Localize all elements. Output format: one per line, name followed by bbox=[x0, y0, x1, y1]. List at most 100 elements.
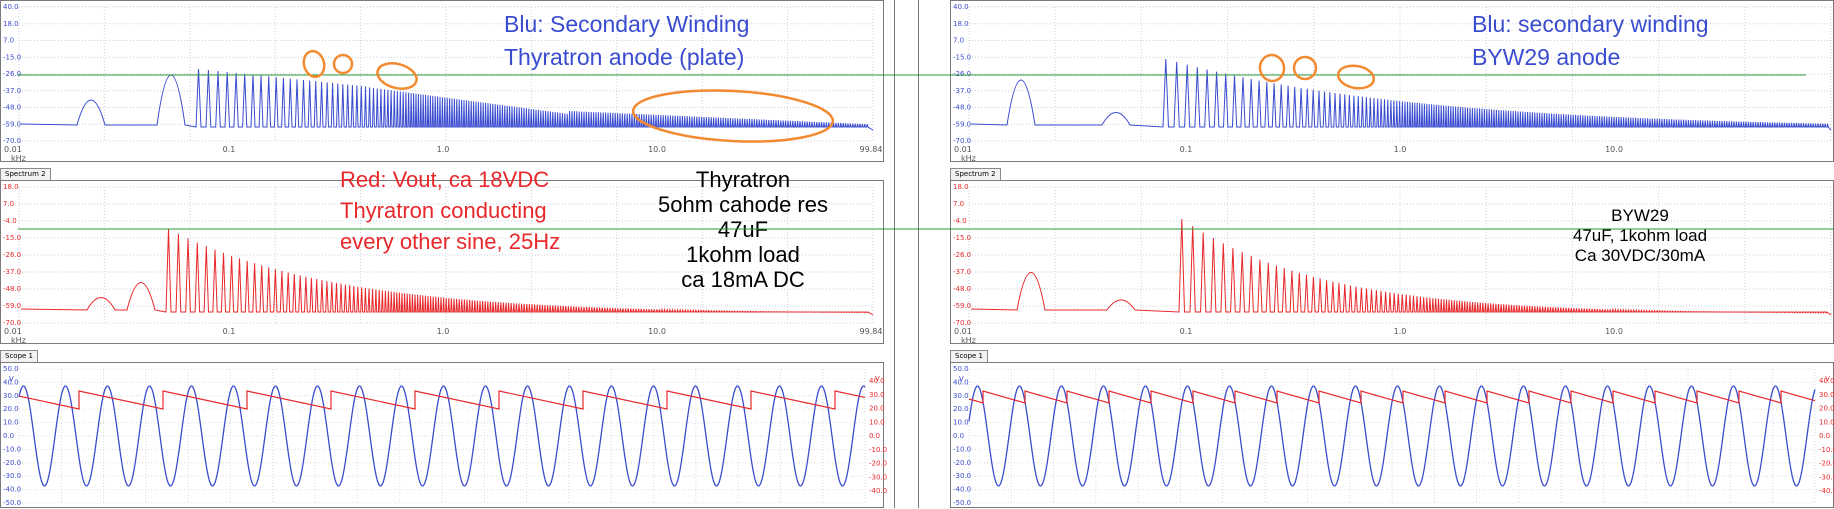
left-scope-tab[interactable]: Scope 1 bbox=[0, 350, 39, 362]
right-scope-plot: 50.0 40.0 30.0 20.0 10.0 0.0 -10.0 -20.0 -30.0 -4… bbox=[953, 365, 1834, 507]
right-scope-y-right-tick-label: -10.0 bbox=[1819, 446, 1834, 454]
right-spectrum2-x-tick-label: 10.0 bbox=[1605, 327, 1623, 336]
left-scope-y-right-tick-label: 30.0 bbox=[869, 391, 885, 399]
right-pane: 40.0 18.0 7.0 -15.0 -26.0 -37.0 -48.0 -59.0 -70.… bbox=[950, 0, 1834, 508]
right-spectrum2-y-tick-label: -59.0 bbox=[953, 302, 971, 310]
right-scope-unit-left: V bbox=[959, 375, 964, 383]
left-red-annotation-line1: Red: Vout, ca 18VDC bbox=[340, 167, 550, 192]
right-scope-y-left-tick-label: -20.0 bbox=[953, 459, 971, 467]
right-spectrum2-y-tick-label: -70.0 bbox=[953, 319, 971, 327]
right-spectrum2-y-tick-label: 18.0 bbox=[953, 183, 969, 191]
left-spectrum1-y-tick-label: -15.0 bbox=[3, 53, 21, 61]
left-scope-y-right-tick-label: -20.0 bbox=[869, 460, 887, 468]
left-scope-y-left-tick-label: -50.0 bbox=[3, 499, 21, 507]
left-spectrum2-y-tick-label: 18.0 bbox=[3, 183, 19, 191]
right-spectrum1-x-tick-label: 10.0 bbox=[1605, 145, 1623, 154]
left-spectrum1-x-tick-label: 1.0 bbox=[437, 145, 450, 154]
right-spectrum2-plot: 18.0 7.0 -4.0 -15.0 -26.0 -37.0 -48.0 -59.0 -70.… bbox=[953, 183, 1832, 345]
left-spectrum2-y-tick-label: 7.0 bbox=[3, 200, 14, 208]
right-spectrum2-y-tick-label: -15.0 bbox=[953, 234, 971, 242]
orange-circle-marker bbox=[376, 62, 418, 90]
left-black-line4: 1kohm load bbox=[686, 242, 800, 267]
right-spectrum2-tab[interactable]: Spectrum 2 bbox=[950, 168, 1001, 180]
left-scope-y-right-tick-label: 20.0 bbox=[869, 405, 885, 413]
right-spectrum1-y-tick-label: -26.0 bbox=[953, 70, 971, 78]
left-spectrum2-trace bbox=[20, 228, 874, 316]
right-scope-y-left-tick-label: 50.0 bbox=[953, 365, 969, 373]
left-spectrum2-y-tick-label: -70.0 bbox=[3, 319, 21, 327]
left-scope-blue-trace bbox=[18, 385, 866, 487]
right-spectrum1-x-tick-label: 1.0 bbox=[1394, 145, 1407, 154]
right-scope-y-right-tick-label: 10.0 bbox=[1819, 418, 1834, 426]
right-spectrum1-y-tick-label: 7.0 bbox=[953, 37, 964, 45]
right-spectrum2-y-tick-label: -26.0 bbox=[953, 251, 971, 259]
left-scope-y-left-tick-label: -30.0 bbox=[3, 472, 21, 480]
left-spectrum2-y-tick-label: -59.0 bbox=[3, 302, 21, 310]
left-black-line5: ca 18mA DC bbox=[681, 267, 805, 292]
right-spectrum1-y-tick-label: -48.0 bbox=[953, 104, 971, 112]
left-black-annotation: Thyratron 5ohm cahode res 47uF 1kohm loa… bbox=[628, 167, 858, 292]
right-scope-tab[interactable]: Scope 1 bbox=[950, 350, 989, 362]
right-scope-y-left-tick-label: -50.0 bbox=[953, 499, 971, 507]
right-scope-y-left-tick-label: 40.0 bbox=[953, 378, 969, 386]
right-scope-y-right-tick-label: -40.0 bbox=[1819, 487, 1834, 495]
orange-circle-marker bbox=[1292, 55, 1318, 81]
left-scope-y-right-tick-label: -10.0 bbox=[869, 446, 887, 454]
left-scope-y-left-tick-label: 0.0 bbox=[3, 432, 14, 440]
left-scope-y-left-tick-label: -20.0 bbox=[3, 459, 21, 467]
left-scope-y-right-tick-label: 10.0 bbox=[869, 418, 885, 426]
left-red-annotation-line2: Thyratron conducting bbox=[340, 198, 547, 223]
right-scope-y-right-tick-label: -30.0 bbox=[1819, 473, 1834, 481]
left-spectrum1-y-tick-label: -70.0 bbox=[3, 137, 21, 145]
left-scope-y-left-tick-label: -40.0 bbox=[3, 486, 21, 494]
left-blue-annotation-line1: Blu: Secondary Winding bbox=[504, 11, 750, 37]
left-scope-y-left-tick-label: 40.0 bbox=[3, 378, 19, 386]
right-scope-y-right-tick-label: 0.0 bbox=[1819, 432, 1830, 440]
right-scope-y-left-tick-label: -40.0 bbox=[953, 486, 971, 494]
right-spectrum1-y-tick-label: 40.0 bbox=[953, 3, 969, 11]
right-spectrum1-plot: 40.0 18.0 7.0 -15.0 -26.0 -37.0 -48.0 -59.0 -70.… bbox=[953, 3, 1832, 163]
right-spectrum2-unit-label: kHz bbox=[961, 336, 976, 345]
left-spectrum2-x-tick-label: 1.0 bbox=[437, 327, 450, 336]
left-scope-y-right-tick-label: -40.0 bbox=[869, 487, 887, 495]
left-scope-red-trace bbox=[18, 390, 866, 410]
right-spectrum2-y-tick-label: 7.0 bbox=[953, 200, 964, 208]
right-blue-annotation-line1: Blu: secondary winding bbox=[1472, 11, 1709, 37]
right-spectrum2-panel: 18.0 7.0 -4.0 -15.0 -26.0 -37.0 -48.0 -59.0 -70.… bbox=[950, 180, 1834, 345]
left-spectrum1-x-tick-label: 0.1 bbox=[223, 145, 236, 154]
right-scope-y-right-tick-label: 40.0 bbox=[1819, 377, 1834, 385]
left-scope-y-right-tick-label: 40.0 bbox=[869, 377, 885, 385]
left-spectrum2-panel: 18.0 7.0 -4.0 -15.0 -26.0 -37.0 -48.0 -59.0 -70.… bbox=[0, 180, 884, 345]
left-scope-unit-left: V bbox=[9, 375, 14, 383]
right-scope-red-trace bbox=[968, 390, 1816, 404]
right-scope-y-right-tick-label: 20.0 bbox=[1819, 405, 1834, 413]
left-scope-plot: 50.0 40.0 30.0 20.0 10.0 0.0 -10.0 -20.0 -30.0 -4… bbox=[3, 365, 887, 507]
left-spectrum1-y-tick-label: -26.0 bbox=[3, 70, 21, 78]
left-spectrum1-y-tick-label: -48.0 bbox=[3, 104, 21, 112]
left-scope-unit-right: V bbox=[875, 375, 880, 383]
right-scope-y-left-tick-label: 0.0 bbox=[953, 432, 964, 440]
right-spectrum2-x-tick-label: 1.0 bbox=[1394, 327, 1407, 336]
left-scope-y-left-tick-label: 50.0 bbox=[3, 365, 19, 373]
left-spectrum1-unit-label: kHz bbox=[11, 154, 26, 163]
left-spectrum2-plot: 18.0 7.0 -4.0 -15.0 -26.0 -37.0 -48.0 -59.0 -70.… bbox=[3, 183, 882, 345]
left-spectrum2-tab[interactable]: Spectrum 2 bbox=[0, 168, 51, 180]
left-scope-y-left-tick-label: 20.0 bbox=[3, 405, 19, 413]
right-spectrum2-x-tick-label: 0.01 bbox=[954, 327, 972, 336]
left-black-line1: Thyratron bbox=[695, 167, 791, 192]
left-pane: 40.0 18.0 7.0 -15.0 -26.0 -37.0 -48.0 -59.0 -70.… bbox=[0, 0, 887, 508]
right-black-line3: Ca 30VDC/30mA bbox=[1574, 246, 1706, 265]
right-scope-y-right-tick-label: 30.0 bbox=[1819, 391, 1834, 399]
right-spectrum1-y-tick-label: -59.0 bbox=[953, 120, 971, 128]
left-spectrum2-unit-label: kHz bbox=[11, 336, 26, 345]
right-spectrum1-unit-label: kHz bbox=[961, 154, 976, 163]
right-spectrum1-x-tick-label: 0.01 bbox=[954, 145, 972, 154]
right-scope-y-left-tick-label: 20.0 bbox=[953, 405, 969, 413]
right-scope-y-left-tick-label: 30.0 bbox=[953, 392, 969, 400]
right-spectrum1-x-tick-label: 0.1 bbox=[1180, 145, 1193, 154]
left-spectrum1-trace bbox=[20, 68, 874, 131]
left-scope-y-right-tick-label: 0.0 bbox=[869, 432, 880, 440]
left-red-annotation-line3: every other sine, 25Hz bbox=[340, 229, 561, 254]
left-spectrum1-y-tick-label: -37.0 bbox=[3, 87, 21, 95]
